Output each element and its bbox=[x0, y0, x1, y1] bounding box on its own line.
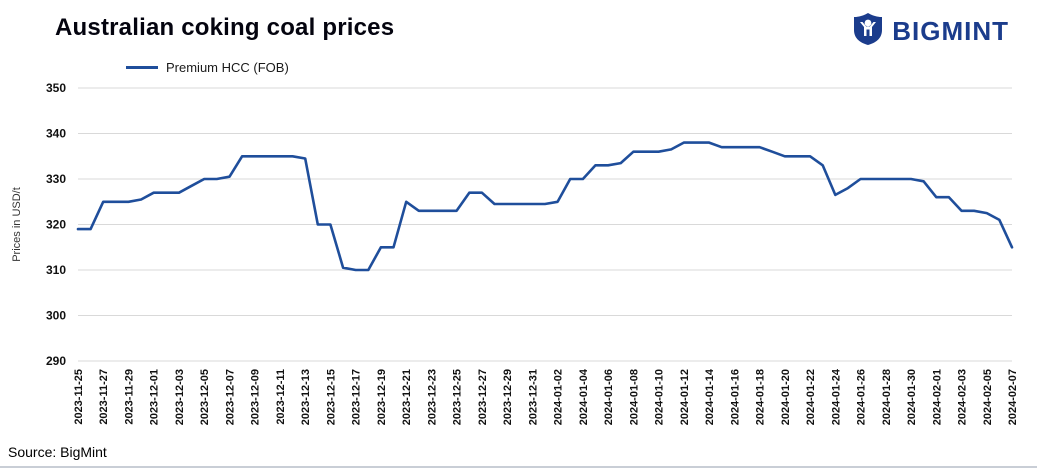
legend-line-swatch bbox=[126, 66, 158, 69]
y-tick-label: 340 bbox=[46, 127, 66, 141]
x-tick-label: 2024-01-24 bbox=[830, 368, 842, 425]
y-tick-label: 290 bbox=[46, 354, 66, 368]
x-tick-label: 2024-02-07 bbox=[1007, 369, 1019, 425]
header: Australian coking coal prices bbox=[55, 14, 1007, 42]
x-tick-label: 2024-01-30 bbox=[906, 369, 918, 425]
x-tick-label: 2023-11-25 bbox=[73, 369, 85, 425]
x-tick-label: 2023-12-13 bbox=[300, 369, 312, 425]
x-tick-label: 2023-12-15 bbox=[325, 369, 337, 425]
chart-legend: Premium HCC (FOB) bbox=[126, 60, 289, 75]
x-tick-label: 2024-01-14 bbox=[704, 368, 716, 425]
x-tick-label: 2023-12-27 bbox=[477, 369, 489, 425]
legend-label: Premium HCC (FOB) bbox=[166, 60, 289, 75]
bigmint-person-icon bbox=[852, 12, 884, 51]
x-tick-label: 2023-12-01 bbox=[149, 369, 161, 425]
y-tick-label: 350 bbox=[46, 81, 66, 95]
x-tick-label: 2023-12-09 bbox=[250, 369, 262, 425]
x-tick-label: 2023-12-03 bbox=[174, 369, 186, 425]
y-tick-label: 320 bbox=[46, 218, 66, 232]
x-tick-label: 2023-12-07 bbox=[224, 369, 236, 425]
x-tick-label: 2024-01-10 bbox=[654, 369, 666, 425]
chart-svg: 290 300 310 320 330 340 350 Prices in USD/t 2023… bbox=[11, 81, 1019, 425]
x-tick-label: 2024-01-02 bbox=[553, 369, 565, 425]
x-tick-label: 2024-01-22 bbox=[805, 369, 817, 425]
x-tick-label: 2024-01-28 bbox=[881, 369, 893, 425]
x-tick-label: 2023-12-23 bbox=[426, 369, 438, 425]
price-line bbox=[76, 141, 1014, 272]
x-tick-label: 2023-12-17 bbox=[351, 369, 363, 425]
x-tick-label: 2024-01-06 bbox=[603, 369, 615, 425]
x-tick-label: 2023-12-31 bbox=[527, 369, 539, 425]
y-axis-label: Prices in USD/t bbox=[11, 187, 23, 262]
x-tick-label: 2024-01-04 bbox=[578, 368, 590, 425]
page-title: Australian coking coal prices bbox=[55, 14, 395, 41]
x-tick-label: 2024-01-12 bbox=[679, 369, 691, 425]
bigmint-logo-text: BIGMINT bbox=[892, 16, 1009, 46]
chart-area: 290 300 310 320 330 340 350 Prices in USD/t 2023… bbox=[0, 78, 1037, 438]
bigmint-logo: BIGMINT bbox=[852, 12, 1009, 51]
x-tick-label: 2024-01-08 bbox=[628, 369, 640, 425]
x-tick-label: 2023-12-05 bbox=[199, 369, 211, 425]
y-tick-label: 330 bbox=[46, 172, 66, 186]
x-tick-label: 2023-12-29 bbox=[502, 369, 514, 425]
x-tick-label: 2024-01-16 bbox=[729, 369, 741, 425]
x-tick-label: 2023-11-27 bbox=[98, 369, 110, 425]
x-tick-label: 2024-02-03 bbox=[957, 369, 969, 425]
x-tick-label: 2024-02-05 bbox=[982, 369, 994, 425]
x-tick-label: 2023-12-11 bbox=[275, 369, 287, 425]
y-tick-label: 310 bbox=[46, 263, 66, 277]
x-tick-label: 2024-01-18 bbox=[755, 369, 767, 425]
x-tick-label: 2024-01-26 bbox=[856, 369, 868, 425]
y-tick-label: 300 bbox=[46, 309, 66, 323]
x-tick-label: 2024-02-01 bbox=[931, 369, 943, 425]
x-tick-label: 2023-12-21 bbox=[401, 369, 413, 425]
x-tick-label: 2024-01-20 bbox=[780, 369, 792, 425]
x-tick-label: 2023-12-25 bbox=[452, 369, 464, 425]
x-tick-label: 2023-12-19 bbox=[376, 369, 388, 425]
x-tick-label: 2023-11-29 bbox=[123, 369, 135, 425]
source-note: Source: BigMint bbox=[8, 444, 107, 460]
